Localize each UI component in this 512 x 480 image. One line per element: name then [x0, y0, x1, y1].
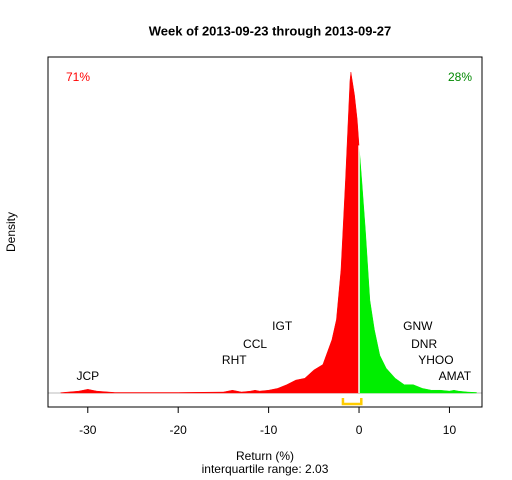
- density-area: [358, 145, 477, 394]
- subtitle: interquartile range: 2.03: [202, 462, 329, 476]
- x-tick-label: -30: [79, 423, 97, 437]
- stock-label: JCP: [76, 369, 99, 383]
- x-tick-label: -20: [170, 423, 188, 437]
- chart-title: Week of 2013-09-23 through 2013-09-27: [149, 23, 392, 38]
- stock-label: RHT: [222, 353, 247, 367]
- stock-label: IGT: [272, 319, 293, 333]
- plot-frame: [47, 56, 483, 408]
- density-area: [60, 71, 360, 394]
- x-axis-label: Return (%): [236, 449, 294, 463]
- stock-label: DNR: [411, 337, 437, 351]
- x-tick-label: 10: [443, 423, 457, 437]
- stock-label: GNW: [403, 319, 433, 333]
- x-tick-label: 0: [356, 423, 363, 437]
- stock-label: YHOO: [418, 353, 453, 367]
- iqr-bracket: [341, 398, 363, 406]
- stock-label: CCL: [243, 337, 267, 351]
- share-label: 28%: [448, 70, 472, 84]
- y-axis-label: Density: [4, 212, 18, 252]
- x-tick-label: -10: [260, 423, 278, 437]
- share-label: 71%: [66, 70, 90, 84]
- stock-label: AMAT: [439, 369, 472, 383]
